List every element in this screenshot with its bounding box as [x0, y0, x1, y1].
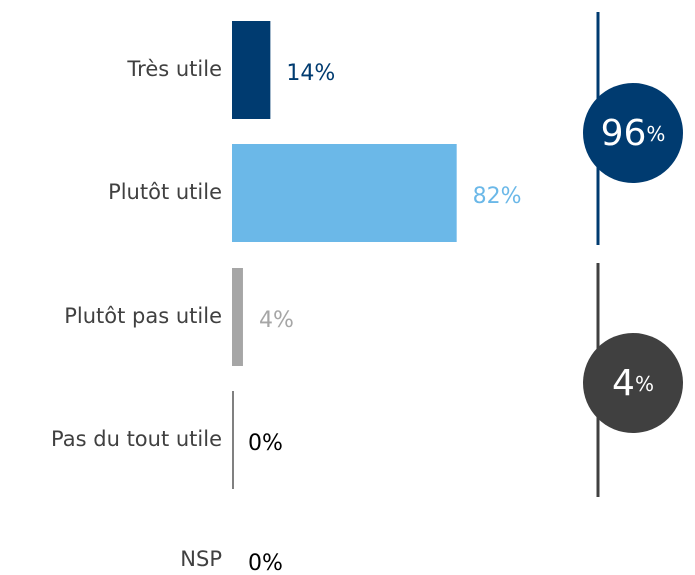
category-label: NSP — [180, 547, 222, 571]
summary-unit: % — [646, 122, 665, 146]
summary-value: 4 — [612, 363, 635, 404]
value-label: 82% — [473, 184, 522, 209]
bar — [232, 21, 271, 119]
summary-circle — [583, 333, 683, 433]
bar — [232, 268, 243, 366]
bar — [232, 144, 457, 242]
value-label: 0% — [248, 431, 283, 456]
summary-label: 4% — [612, 363, 654, 404]
summary-label: 96% — [601, 113, 666, 154]
summary-value: 96 — [601, 113, 647, 154]
value-label: 14% — [286, 61, 335, 86]
summary-circle — [583, 83, 683, 183]
value-label: 4% — [259, 308, 294, 333]
category-label: Plutôt utile — [108, 180, 222, 204]
summary-unit: % — [635, 372, 654, 396]
category-label: Très utile — [126, 57, 222, 81]
category-label: Pas du tout utile — [51, 427, 222, 451]
category-label: Plutôt pas utile — [64, 304, 222, 328]
value-label: 0% — [248, 551, 283, 575]
